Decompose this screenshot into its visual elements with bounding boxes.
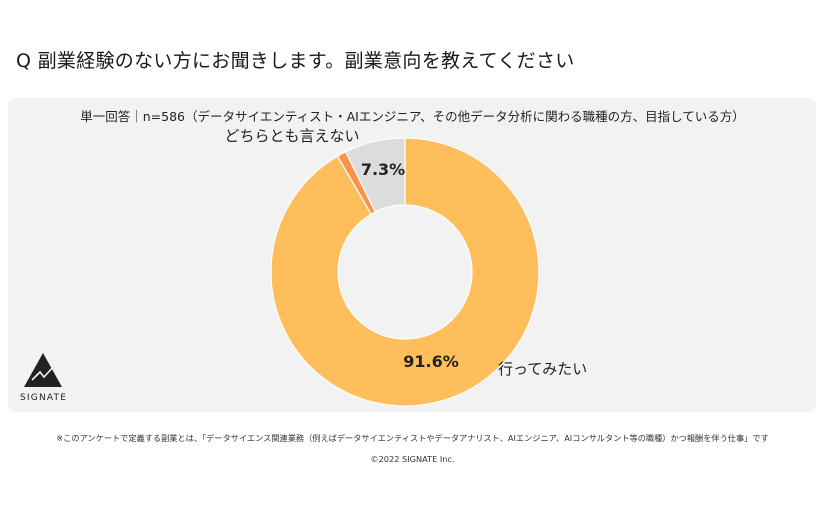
footnote: ※このアンケートで定義する副業とは、「データサイエンス関連業務（例えばデータサイ… bbox=[56, 433, 769, 443]
question-title: Q 副業経験のない方にお聞きします。副業意向を教えてください bbox=[16, 50, 575, 72]
copyright: ©2022 SIGNATE Inc. bbox=[370, 454, 455, 464]
donut-slice-2 bbox=[344, 137, 406, 213]
slice-value-label: 91.6% bbox=[403, 352, 459, 371]
signate-logo-icon bbox=[24, 353, 62, 387]
signate-logo: SIGNATE bbox=[20, 352, 66, 403]
logo-text: SIGNATE bbox=[20, 393, 68, 403]
donut-slice-0 bbox=[270, 137, 540, 407]
slice-category-label: 行ってみたい bbox=[498, 360, 587, 378]
chart-subtitle: 単一回答｜n=586（データサイエンティスト・AIエンジニア、その他データ分析に… bbox=[80, 109, 745, 124]
donut-slices bbox=[270, 137, 540, 407]
donut-labels: 91.6% 行ってみたい 7.3%どちらとも言えない bbox=[224, 127, 587, 378]
slice-category-label: どちらとも言えない bbox=[224, 127, 359, 145]
slice-value-label: 7.3% bbox=[361, 160, 405, 179]
